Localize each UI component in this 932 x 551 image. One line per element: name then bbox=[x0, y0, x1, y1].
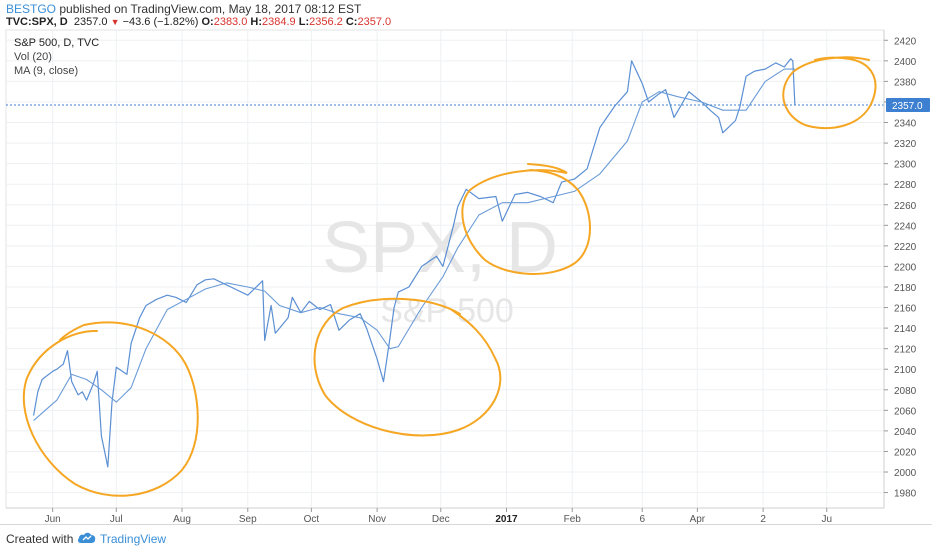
y-tick-label: 2240 bbox=[894, 221, 917, 232]
x-tick-label: Apr bbox=[690, 514, 706, 524]
y-tick-label: 2340 bbox=[894, 119, 917, 130]
x-tick-label: Ju bbox=[821, 514, 832, 524]
y-tick-label: 2420 bbox=[894, 36, 917, 47]
x-tick-label: Dec bbox=[432, 514, 450, 524]
x-tick-label: Feb bbox=[564, 514, 582, 524]
y-tick-label: 2160 bbox=[894, 304, 917, 315]
tradingview-brand-link[interactable]: TradingView bbox=[100, 532, 166, 546]
y-tick-label: 2140 bbox=[894, 324, 917, 335]
x-tick-label: Oct bbox=[304, 514, 320, 524]
y-tick-label: 2300 bbox=[894, 160, 917, 171]
y-tick-label: 2220 bbox=[894, 242, 917, 253]
x-tick-label: Jun bbox=[45, 514, 61, 524]
y-tick-label: 2200 bbox=[894, 262, 917, 273]
footer-bar: Created with TradingView bbox=[0, 524, 932, 551]
y-tick-label: 2100 bbox=[894, 365, 917, 376]
x-tick-label: Aug bbox=[173, 514, 191, 524]
legend-title: S&P 500, D, TVC bbox=[14, 36, 99, 50]
legend-ma[interactable]: MA (9, close) bbox=[14, 64, 99, 78]
y-tick-label: 2380 bbox=[894, 77, 917, 88]
y-tick-label: 2020 bbox=[894, 447, 917, 458]
y-tick-label: 2400 bbox=[894, 57, 917, 68]
y-tick-label: 2080 bbox=[894, 386, 917, 397]
x-axis: Jun Jul Aug Sep Oct Nov Dec 2017 Feb 6 Apr 2 Ju bbox=[6, 508, 884, 524]
y-tick-label: 2180 bbox=[894, 283, 917, 294]
tradingview-cloud-icon bbox=[77, 531, 97, 545]
y-tick-label: 2320 bbox=[894, 139, 917, 150]
chart-legend: S&P 500, D, TVC Vol (20) MA (9, close) bbox=[14, 36, 99, 78]
y-tick-label: 2120 bbox=[894, 345, 917, 356]
y-tick-label: 2000 bbox=[894, 468, 917, 479]
x-tick-label: 2017 bbox=[495, 514, 518, 524]
y-tick-label: 1980 bbox=[894, 489, 917, 500]
y-tick-label: 2280 bbox=[894, 180, 917, 191]
x-tick-label: 6 bbox=[639, 514, 645, 524]
y-tick-label: 2040 bbox=[894, 427, 917, 438]
watermark-symbol: SPX, D bbox=[322, 208, 558, 288]
y-tick-label: 2260 bbox=[894, 201, 917, 212]
watermark-name: S&P 500 bbox=[380, 292, 514, 330]
y-tick-label: 2060 bbox=[894, 406, 917, 417]
y-axis: 1980 2000 2020 2040 2060 2080 2100 2120 2140 2160… bbox=[884, 30, 930, 508]
x-tick-label: 2 bbox=[760, 514, 766, 524]
legend-volume[interactable]: Vol (20) bbox=[14, 50, 99, 64]
x-tick-label: Nov bbox=[368, 514, 386, 524]
created-with-text: Created with bbox=[6, 532, 73, 546]
price-chart[interactable]: SPX, D S&P 500 1980 2000 2020 2040 2060 2080 2… bbox=[0, 0, 932, 524]
x-tick-label: Sep bbox=[239, 514, 257, 524]
x-tick-label: Jul bbox=[110, 514, 123, 524]
last-price-label: 2357.0 bbox=[892, 101, 923, 112]
